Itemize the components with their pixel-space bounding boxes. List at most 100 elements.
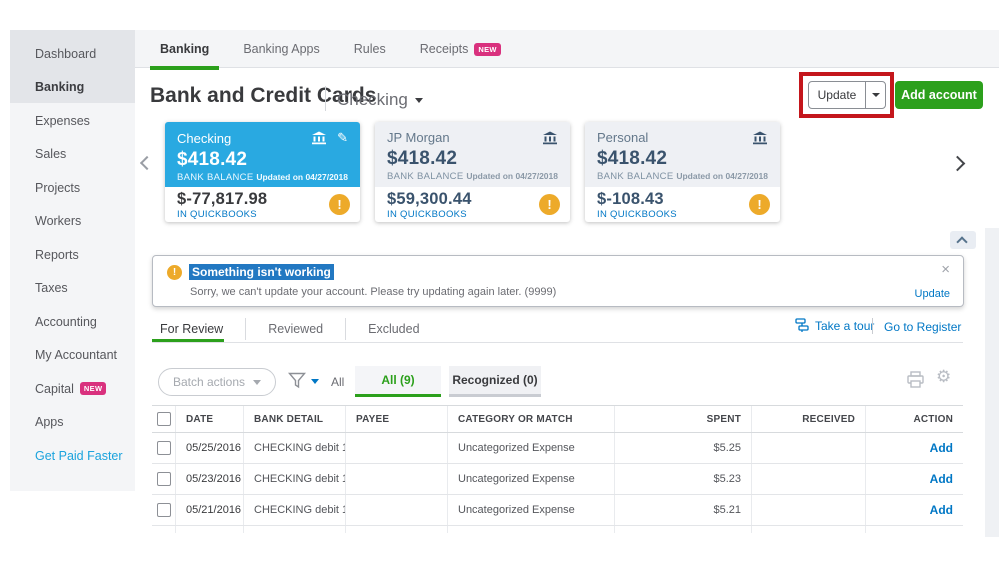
tab-rules[interactable]: Rules <box>353 42 386 56</box>
update-button[interactable]: Update <box>808 81 886 109</box>
close-icon[interactable]: × <box>941 261 950 278</box>
table-row-partial <box>152 526 963 533</box>
account-card-checking[interactable]: Checking ✎ $418.42 BANK BALANCE Updated … <box>165 122 360 222</box>
bank-icon <box>311 131 327 145</box>
card-name: Personal <box>597 130 649 145</box>
bank-balance-label: BANK BALANCE <box>597 171 674 182</box>
tab-banking-label: Banking <box>160 42 210 56</box>
sidebar-item-banking[interactable]: Banking <box>35 80 85 95</box>
review-tabs-divider-line <box>152 342 963 343</box>
page-title: Bank and Credit Cards <box>150 84 377 107</box>
bank-balance-value: $418.42 <box>177 149 248 170</box>
card-name: JP Morgan <box>387 130 450 145</box>
chevron-down-icon <box>414 98 423 104</box>
active-review-tab-underline <box>152 339 224 343</box>
col-category: CATEGORY OR MATCH <box>448 406 615 432</box>
warning-icon: ! <box>167 265 182 280</box>
new-badge: NEW <box>474 42 501 56</box>
collapse-panel-button[interactable] <box>950 231 976 249</box>
tour-icon <box>795 318 809 332</box>
title-divider <box>325 86 326 111</box>
take-a-tour-link[interactable]: Take a tour <box>795 318 874 333</box>
links-divider <box>872 318 873 334</box>
sidebar-item-projects[interactable]: Projects <box>35 180 81 195</box>
print-icon[interactable] <box>906 371 925 394</box>
in-quickbooks-label: IN QUICKBOOKS <box>387 209 467 220</box>
account-card-jp-morgan[interactable]: JP Morgan $418.42 BANK BALANCE Updated o… <box>375 122 570 222</box>
red-annotation-box <box>799 72 894 118</box>
in-quickbooks-value: $-108.43 <box>597 190 664 208</box>
add-transaction-link[interactable]: Add <box>929 472 953 486</box>
chevron-down-icon <box>253 379 262 385</box>
col-date: DATE <box>176 406 244 432</box>
sidebar-item-get-paid-faster[interactable]: Get Paid Faster <box>35 448 123 463</box>
go-to-register-link[interactable]: Go to Register <box>884 320 962 334</box>
alert-message: Sorry, we can't update your account. Ple… <box>190 286 557 298</box>
sidebar-item-dashboard[interactable]: Dashboard <box>35 46 97 61</box>
sidebar-item-apps[interactable]: Apps <box>35 415 64 430</box>
table-row[interactable]: 05/25/2016 CHECKING debit 146 Uncategori… <box>152 433 963 464</box>
filter-all-label[interactable]: All <box>331 375 345 389</box>
row-checkbox[interactable] <box>156 441 171 455</box>
carousel-right-chevron-icon[interactable] <box>949 155 966 172</box>
tab-for-review[interactable]: For Review <box>160 322 224 336</box>
tab-banking[interactable]: Banking <box>150 30 220 70</box>
alert-update-link[interactable]: Update <box>914 288 950 300</box>
edit-pencil-icon[interactable]: ✎ <box>337 130 348 145</box>
updated-date: Updated on 04/27/2018 <box>256 172 348 182</box>
bank-balance-value: $418.42 <box>597 148 668 169</box>
segment-all[interactable]: All (9) <box>355 366 441 397</box>
alert-title-highlighted: Something isn't working <box>189 264 334 280</box>
updated-date: Updated on 04/27/2018 <box>676 171 768 181</box>
updated-date: Updated on 04/27/2018 <box>466 171 558 181</box>
carousel-left-chevron-icon[interactable] <box>139 155 155 171</box>
in-quickbooks-value: $-77,817.98 <box>177 190 268 208</box>
add-transaction-link[interactable]: Add <box>929 503 953 517</box>
select-all-checkbox[interactable] <box>156 412 171 426</box>
sidebar-item-expenses[interactable]: Expenses <box>35 113 90 128</box>
active-tab-underline <box>150 66 220 70</box>
table-header-row: DATE BANK DETAIL PAYEE CATEGORY OR MATCH… <box>152 405 963 433</box>
row-checkbox[interactable] <box>156 472 171 486</box>
tab-banking-apps[interactable]: Banking Apps <box>243 42 320 56</box>
tab-excluded[interactable]: Excluded <box>368 322 420 336</box>
tab-reviewed[interactable]: Reviewed <box>268 322 324 336</box>
new-badge: NEW <box>79 382 107 396</box>
sidebar-item-accounting[interactable]: Accounting <box>35 314 97 329</box>
account-card-personal[interactable]: Personal $418.42 BANK BALANCE Updated on… <box>585 122 780 222</box>
tab-receipts[interactable]: Receipts NEW <box>410 30 511 68</box>
filter-dropdown-caret[interactable] <box>311 379 319 384</box>
gear-icon[interactable]: ⚙ <box>936 367 952 386</box>
top-tab-bar: Banking Banking Apps Rules Receipts NEW <box>10 30 999 70</box>
segment-recognized[interactable]: Recognized (0) <box>449 366 541 397</box>
in-quickbooks-label: IN QUICKBOOKS <box>177 209 257 220</box>
add-account-button[interactable]: Add account <box>895 81 983 109</box>
page-background-strip <box>985 228 999 537</box>
warning-icon[interactable]: ! <box>749 194 770 215</box>
add-transaction-link[interactable]: Add <box>929 441 953 455</box>
chevron-down-icon <box>871 93 880 97</box>
in-quickbooks-label: IN QUICKBOOKS <box>597 209 677 220</box>
warning-icon[interactable]: ! <box>539 194 560 215</box>
warning-icon[interactable]: ! <box>329 194 350 215</box>
sidebar-item-reports[interactable]: Reports <box>35 247 79 262</box>
bank-balance-value: $418.42 <box>387 148 458 169</box>
table-row[interactable]: 05/21/2016 CHECKING debit 142 Uncategori… <box>152 495 963 526</box>
bank-balance-label: BANK BALANCE <box>387 171 464 182</box>
account-selector-dropdown[interactable]: Checking <box>337 90 423 110</box>
filter-funnel-icon[interactable] <box>287 371 307 396</box>
row-checkbox[interactable] <box>156 503 171 517</box>
table-row[interactable]: 05/23/2016 CHECKING debit 144 Uncategori… <box>152 464 963 495</box>
batch-actions-button[interactable]: Batch actions <box>158 368 276 396</box>
sidebar-selected-highlight <box>10 30 135 103</box>
col-action: ACTION <box>913 413 953 425</box>
bank-icon <box>752 131 768 145</box>
sidebar-item-workers[interactable]: Workers <box>35 214 82 229</box>
sidebar-item-sales[interactable]: Sales <box>35 147 67 162</box>
update-dropdown-toggle[interactable] <box>865 82 885 108</box>
sidebar-item-taxes[interactable]: Taxes <box>35 281 68 296</box>
sidebar-item-my-accountant[interactable]: My Accountant <box>35 348 117 363</box>
sidebar-item-capital[interactable]: Capital NEW <box>10 372 135 406</box>
col-spent: SPENT <box>615 406 752 432</box>
